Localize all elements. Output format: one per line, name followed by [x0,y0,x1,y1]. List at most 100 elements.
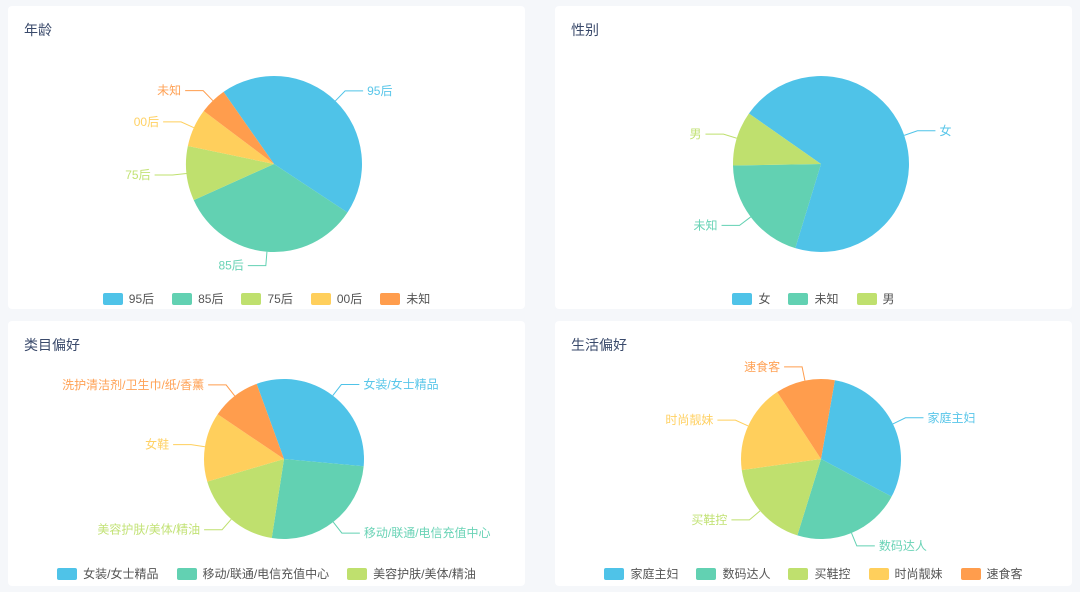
leader-line [705,134,736,138]
slice-label: 移动/联通/电信充值中心 [364,525,491,540]
leader-line [731,511,760,520]
legend-item[interactable]: 男 [857,290,895,307]
slice-label: 买鞋控 [691,512,727,527]
pie-chart-gender: 女未知男 [571,44,1056,284]
legend-label: 买鞋控 [814,565,850,582]
legend-label: 速食客 [987,565,1023,582]
leader-line [208,385,235,396]
slice-label: 75后 [125,168,150,182]
legend-item[interactable]: 75后 [241,290,292,307]
legend-age: 95后 85后 75后 00后 未知 [24,290,509,307]
slice-label: 未知 [157,84,181,98]
legend-label: 时尚靓妹 [895,565,943,582]
card-category: 类目偏好 女装/女士精品移动/联通/电信充值中心美容护肤/美体/精油女鞋洗护清洁… [8,321,525,586]
charts-grid: 年龄 95后85后75后00后未知 95后85后75后00后未知 性别 女未知男… [8,6,1072,586]
legend-item[interactable]: 美容护肤/美体/精油 [347,565,476,582]
legend-swatch [103,293,123,305]
legend-item[interactable]: 速食客 [961,565,1023,582]
legend-swatch [177,568,197,580]
legend-swatch [347,568,367,580]
pie-chart-category: 女装/女士精品移动/联通/电信充值中心 美容护肤/美体/精油 女鞋 洗护清洁剂/卫生巾… [24,359,509,559]
legend-swatch [241,293,261,305]
slice-label: 男 [689,127,701,141]
slice-label: 速食客 [744,359,780,374]
legend-life: 家庭主妇 数码达人 买鞋控 时尚靓妹 速食客 [571,565,1056,582]
leader-line [784,367,805,381]
leader-line [851,533,874,546]
legend-item[interactable]: 95后 [103,290,154,307]
legend-swatch [857,293,877,305]
chart-area-gender: 女未知男 [571,44,1056,284]
legend-label: 95后 [129,290,154,307]
leader-line [717,420,748,426]
slice-label: 85后 [218,259,243,273]
legend-swatch [311,293,331,305]
legend-item[interactable]: 移动/联通/电信充值中心 [177,565,330,582]
pie-chart-life: 家庭主妇数码达人 买鞋控 时尚靓妹 速食客 [571,359,1056,559]
legend-label: 数码达人 [722,565,770,582]
legend-item[interactable]: 00后 [311,290,362,307]
leader-line [333,385,360,396]
card-title-gender: 性别 [571,20,1056,40]
card-life: 生活偏好 家庭主妇数码达人买鞋控时尚靓妹速食客 家庭主妇数码达人买鞋控时尚靓妹速… [555,321,1072,586]
leader-line [173,445,205,447]
legend-label: 75后 [267,290,292,307]
slice-label: 女装/女士精品 [363,377,438,392]
legend-swatch [961,568,981,580]
legend-label: 女 [758,290,770,307]
chart-area-category: 女装/女士精品移动/联通/电信充值中心 美容护肤/美体/精油 女鞋 洗护清洁剂/卫生巾… [24,359,509,559]
legend-item[interactable]: 85后 [172,290,223,307]
pie-chart-age: 95后 85后 75后 00后 未知 [24,44,509,284]
legend-swatch [788,568,808,580]
legend-item[interactable]: 数码达人 [696,565,770,582]
legend-item[interactable]: 买鞋控 [788,565,850,582]
leader-line [335,91,363,101]
slice-label: 95后 [367,84,392,98]
legend-swatch [604,568,624,580]
slice-label: 00后 [134,115,159,129]
legend-swatch [869,568,889,580]
card-title-category: 类目偏好 [24,335,509,355]
leader-line [155,174,187,176]
chart-area-age: 95后 85后 75后 00后 未知 [24,44,509,284]
card-title-life: 生活偏好 [571,335,1056,355]
card-title-age: 年龄 [24,20,509,40]
legend-label: 未知 [406,290,430,307]
legend-label: 00后 [337,290,362,307]
legend-item[interactable]: 未知 [788,290,838,307]
leader-line [893,418,924,424]
legend-label: 美容护肤/美体/精油 [373,565,476,582]
slice-label: 美容护肤/美体/精油 [97,522,200,537]
legend-item[interactable]: 未知 [380,290,430,307]
pie-slice[interactable] [272,459,364,539]
legend-swatch [788,293,808,305]
legend-item[interactable]: 女装/女士精品 [57,565,158,582]
slice-label: 女 [939,123,951,138]
legend-label: 移动/联通/电信充值中心 [203,565,330,582]
card-age: 年龄 95后85后75后00后未知 95后85后75后00后未知 [8,6,525,309]
legend-item[interactable]: 家庭主妇 [604,565,678,582]
leader-line [204,519,231,530]
slice-label: 数码达人 [879,538,927,553]
legend-label: 家庭主妇 [630,565,678,582]
legend-label: 85后 [198,290,223,307]
legend-label: 女装/女士精品 [83,565,158,582]
legend-swatch [380,293,400,305]
leader-line [185,91,213,101]
legend-swatch [172,293,192,305]
slice-label: 家庭主妇 [927,410,975,425]
legend-swatch [732,293,752,305]
card-gender: 性别 女未知男 女未知男 [555,6,1072,309]
legend-item[interactable]: 时尚靓妹 [869,565,943,582]
slice-label: 洗护清洁剂/卫生巾/纸/香薰 [62,377,204,392]
legend-label: 男 [883,290,895,307]
legend-gender: 女 未知 男 [571,290,1056,307]
legend-category: 女装/女士精品移动/联通/电信充值中心美容护肤/美体/精油女鞋 [24,565,509,586]
leader-line [722,217,751,225]
leader-line [904,131,935,136]
slice-label: 时尚靓妹 [665,413,713,427]
legend-item[interactable]: 女 [732,290,770,307]
legend-swatch [57,568,77,580]
slice-label: 女鞋 [145,437,169,452]
leader-line [248,252,267,266]
